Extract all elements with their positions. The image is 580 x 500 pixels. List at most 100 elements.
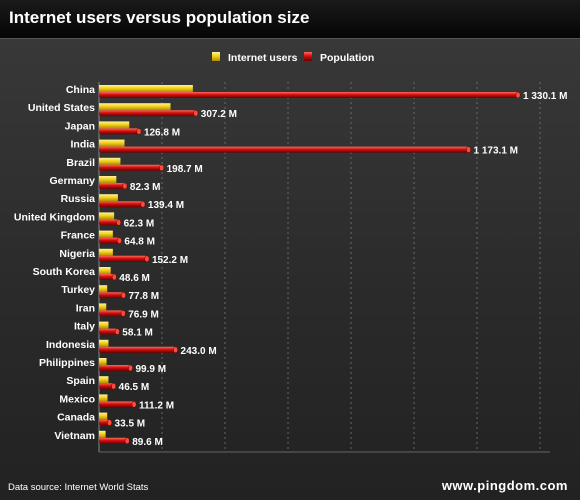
bar-population-cap xyxy=(120,310,126,317)
population-value-label: 99.9 M xyxy=(135,364,166,375)
population-value-label: 152.2 M xyxy=(152,255,188,266)
category-label: Brazil xyxy=(66,157,95,169)
category-label: Spain xyxy=(66,375,95,387)
bar-internet-users xyxy=(99,267,111,274)
bar-population-cap xyxy=(111,273,117,281)
bar-population-cap xyxy=(128,364,133,372)
bar-population xyxy=(99,255,147,262)
bar-population xyxy=(99,110,196,117)
bar-internet-users xyxy=(99,412,108,420)
bar-population xyxy=(99,437,128,444)
category-label: France xyxy=(61,230,96,242)
category-label: Philippines xyxy=(39,357,95,369)
bar-population-cap xyxy=(159,164,165,172)
legend-swatch-internet-users xyxy=(212,52,220,61)
bar-population xyxy=(99,128,139,135)
bar-internet-users xyxy=(99,285,108,293)
population-value-label: 89.6 M xyxy=(132,437,163,448)
bar-population xyxy=(99,401,135,408)
category-label: Iran xyxy=(76,302,95,314)
bar-population xyxy=(99,292,124,299)
population-value-label: 46.5 M xyxy=(119,382,150,393)
bar-internet-users xyxy=(99,321,109,329)
population-value-label: 64.8 M xyxy=(124,237,155,248)
bar-internet-users xyxy=(99,212,115,220)
bar-population-cap xyxy=(107,419,113,426)
bar-population-cap xyxy=(515,91,521,99)
population-value-label: 111.2 M xyxy=(139,400,174,411)
bar-internet-users xyxy=(99,303,107,311)
bar-population xyxy=(99,164,162,171)
category-label: Mexico xyxy=(59,393,95,405)
bar-population-cap xyxy=(116,219,122,226)
bar-population-cap xyxy=(193,109,199,117)
category-label: United States xyxy=(28,102,95,114)
legend-label-internet-users: Internet users xyxy=(228,52,298,64)
bar-population-cap xyxy=(144,255,150,263)
bar-internet-users xyxy=(99,121,130,129)
bar-internet-users xyxy=(99,85,193,92)
population-value-label: 48.6 M xyxy=(119,273,150,284)
bar-population-cap xyxy=(131,401,137,408)
bar-population xyxy=(99,146,469,153)
population-value-label: 62.3 M xyxy=(124,218,155,229)
bar-population-cap xyxy=(140,200,146,208)
bar-internet-users xyxy=(99,103,171,111)
title-bar: Internet users versus population size xyxy=(0,0,580,39)
population-value-label: 76.9 M xyxy=(128,309,159,320)
bar-population xyxy=(99,237,120,244)
bar-internet-users xyxy=(99,139,125,147)
population-value-label: 33.5 M xyxy=(115,419,146,430)
bar-internet-users xyxy=(99,176,117,183)
population-value-label: 198.7 M xyxy=(167,164,203,175)
bar-internet-users xyxy=(99,358,107,365)
bar-population xyxy=(99,383,114,390)
category-label: Nigeria xyxy=(59,248,95,260)
bar-population-cap xyxy=(173,346,178,354)
population-value-label: 307.2 M xyxy=(201,109,237,120)
bar-population-cap xyxy=(122,182,128,190)
category-label: China xyxy=(66,84,95,96)
bar-population-cap xyxy=(114,328,120,335)
bar-internet-users xyxy=(99,194,118,202)
population-value-label: 1 330.1 M xyxy=(523,91,567,102)
bar-population xyxy=(99,419,110,426)
bar-population xyxy=(99,310,124,317)
category-label: Russia xyxy=(61,193,96,205)
bar-population xyxy=(99,183,125,189)
population-value-label: 58.1 M xyxy=(122,328,153,339)
category-label: Canada xyxy=(57,412,95,424)
legend-label-population: Population xyxy=(320,52,374,64)
bar-population-cap xyxy=(466,146,471,153)
bar-internet-users xyxy=(99,339,109,347)
bar-population xyxy=(99,328,118,335)
category-label: Germany xyxy=(49,175,95,187)
bar-internet-users xyxy=(99,248,113,256)
category-label: Turkey xyxy=(61,284,95,296)
population-value-label: 126.8 M xyxy=(144,127,180,138)
bar-population xyxy=(99,365,131,371)
category-label: Vietnam xyxy=(54,430,95,442)
bar-internet-users xyxy=(99,394,108,402)
category-label: South Korea xyxy=(33,266,96,278)
bar-internet-users xyxy=(99,376,109,384)
brand-url: www.pingdom.com xyxy=(441,478,568,493)
category-label: Indonesia xyxy=(46,339,95,351)
category-label: Japan xyxy=(65,120,95,132)
bar-population-cap xyxy=(121,291,126,299)
bar-population-cap xyxy=(116,237,122,244)
population-value-label: 1 173.1 M xyxy=(474,146,518,157)
bar-internet-users xyxy=(99,430,106,438)
bar-population-cap xyxy=(124,437,130,445)
legend-swatch-population xyxy=(304,52,312,61)
population-value-label: 77.8 M xyxy=(129,291,160,302)
population-value-label: 243.0 M xyxy=(181,346,217,357)
category-label: United Kingdom xyxy=(14,211,95,223)
bar-population-cap xyxy=(111,382,117,390)
bar-population xyxy=(99,92,518,98)
data-source-note: Data source: Internet World Stats xyxy=(8,482,149,493)
chart-title: Internet users versus population size xyxy=(9,8,310,27)
bar-population xyxy=(99,274,115,280)
bar-internet-users xyxy=(99,157,121,165)
